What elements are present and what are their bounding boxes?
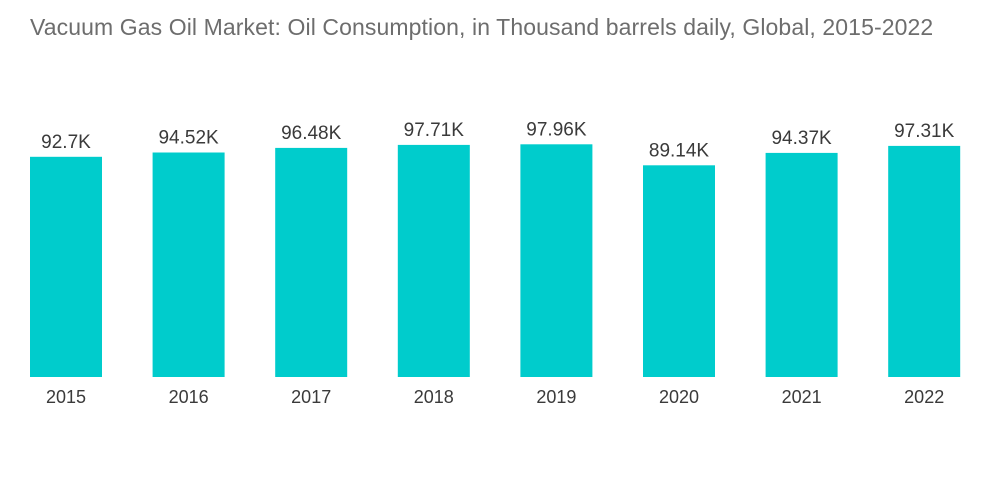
- value-label-2015: 92.7K: [41, 132, 91, 153]
- bar-2016: [152, 152, 225, 377]
- value-label-2021: 94.37K: [771, 128, 832, 149]
- bar-2022: [888, 145, 961, 377]
- x-tick-label-2016: 2016: [169, 387, 209, 407]
- bar-2018: [397, 144, 470, 377]
- value-label-2020: 89.14K: [649, 140, 710, 161]
- bar-2017: [275, 147, 348, 377]
- value-label-2019: 97.96K: [526, 119, 587, 140]
- bars-layer: [30, 144, 961, 377]
- value-label-2018: 97.71K: [404, 120, 465, 141]
- x-tick-label-2020: 2020: [659, 387, 699, 407]
- x-tick-label-2017: 2017: [291, 387, 331, 407]
- value-labels-layer: 92.7K 94.52K 96.48K 97.71K 97.96K 89.14K 94.37…: [41, 119, 954, 161]
- value-label-2017: 96.48K: [281, 123, 342, 144]
- bar-2015: [30, 156, 102, 377]
- x-tick-label-2015: 2015: [46, 387, 86, 407]
- bar-2021: [765, 152, 838, 377]
- chart-title: Vacuum Gas Oil Market: Oil Consumption, …: [30, 14, 934, 40]
- x-tick-label-2022: 2022: [904, 387, 944, 407]
- value-label-2022: 97.31K: [894, 121, 955, 142]
- bar-2019: [520, 144, 593, 377]
- x-tick-label-2019: 2019: [536, 387, 576, 407]
- x-tick-label-2018: 2018: [414, 387, 454, 407]
- x-tick-label-2021: 2021: [782, 387, 822, 407]
- bar-2020: [643, 165, 715, 377]
- value-label-2016: 94.52K: [158, 128, 219, 149]
- x-axis-tick-labels: 2015 2016 2017 2018 2019 2020 2021 2022: [46, 387, 944, 407]
